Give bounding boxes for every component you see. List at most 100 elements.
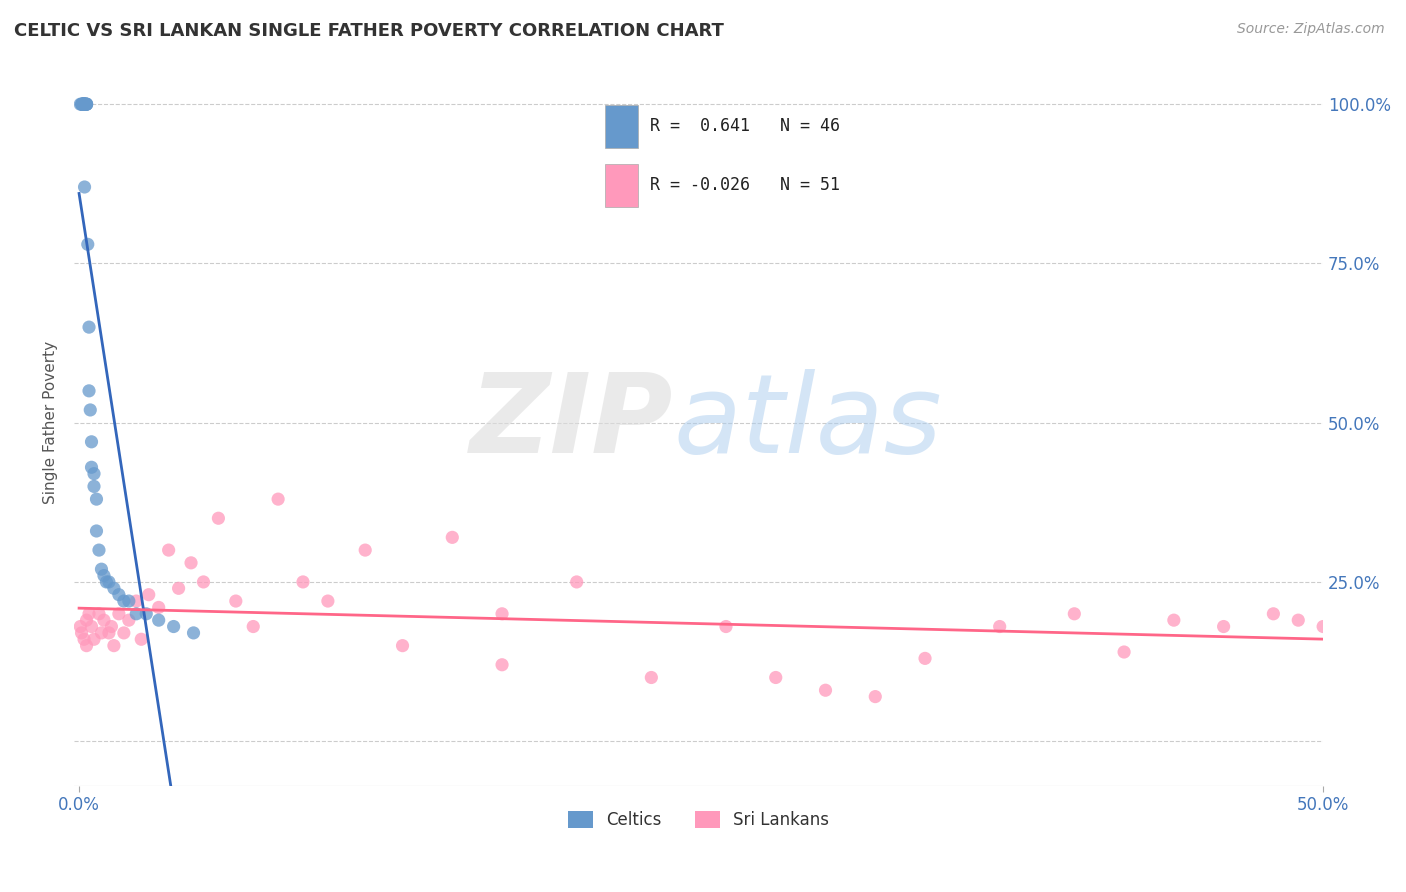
Point	[72, 97, 94, 112]
Point	[73, 97, 96, 112]
Point	[86, 524, 108, 538]
Point	[148, 600, 170, 615]
Point	[73, 632, 96, 647]
Point	[77, 607, 100, 621]
Point	[72, 97, 94, 112]
Point	[73, 97, 96, 112]
Point	[135, 607, 157, 621]
Point	[1212, 619, 1234, 633]
Point	[69, 97, 91, 112]
Point	[225, 594, 247, 608]
Y-axis label: Single Father Poverty: Single Father Poverty	[44, 341, 58, 504]
Point	[76, 97, 98, 112]
Point	[180, 556, 202, 570]
Point	[267, 492, 290, 507]
Point	[183, 626, 205, 640]
Point	[1163, 613, 1185, 627]
Point	[103, 582, 125, 596]
Point	[491, 657, 513, 672]
Point	[76, 237, 98, 252]
Point	[354, 543, 377, 558]
Point	[93, 613, 115, 627]
Point	[72, 97, 94, 112]
Point	[814, 683, 837, 698]
Point	[441, 530, 464, 544]
Point	[97, 626, 120, 640]
Point	[103, 639, 125, 653]
Point	[1263, 607, 1285, 621]
Point	[138, 588, 160, 602]
Point	[73, 97, 96, 112]
Point	[79, 403, 101, 417]
Point	[72, 97, 94, 112]
Point	[87, 543, 110, 558]
Point	[125, 607, 148, 621]
Point	[100, 619, 122, 633]
Point	[565, 574, 588, 589]
Point	[157, 543, 180, 558]
Point	[77, 384, 100, 398]
Point	[73, 97, 96, 112]
Point	[76, 97, 98, 112]
Point	[193, 574, 215, 589]
Point	[87, 607, 110, 621]
Point	[80, 434, 103, 449]
Point	[118, 613, 141, 627]
Point	[97, 574, 120, 589]
Point	[112, 594, 135, 608]
Point	[70, 97, 93, 112]
Point	[83, 479, 105, 493]
Point	[90, 626, 112, 640]
Point	[73, 97, 96, 112]
Text: ZIP: ZIP	[470, 369, 673, 476]
Point	[83, 632, 105, 647]
Point	[1286, 613, 1309, 627]
Point	[83, 467, 105, 481]
Point	[70, 97, 93, 112]
Point	[162, 619, 184, 633]
Point	[765, 671, 787, 685]
Point	[69, 619, 91, 633]
Point	[76, 97, 98, 112]
Text: atlas: atlas	[673, 369, 942, 476]
Point	[118, 594, 141, 608]
Point	[76, 613, 98, 627]
Point	[112, 626, 135, 640]
Point	[108, 607, 131, 621]
Legend: Celtics, Sri Lankans: Celtics, Sri Lankans	[561, 804, 837, 836]
Point	[207, 511, 229, 525]
Point	[76, 97, 98, 112]
Point	[714, 619, 737, 633]
Point	[640, 671, 662, 685]
Point	[70, 626, 93, 640]
Point	[292, 574, 315, 589]
Point	[1112, 645, 1135, 659]
Point	[73, 180, 96, 194]
Point	[988, 619, 1011, 633]
Text: CELTIC VS SRI LANKAN SINGLE FATHER POVERTY CORRELATION CHART: CELTIC VS SRI LANKAN SINGLE FATHER POVER…	[14, 22, 724, 40]
Point	[491, 607, 513, 621]
Point	[167, 582, 190, 596]
Point	[865, 690, 887, 704]
Point	[148, 613, 170, 627]
Point	[125, 594, 148, 608]
Point	[80, 460, 103, 475]
Point	[72, 97, 94, 112]
Point	[86, 492, 108, 507]
Point	[80, 619, 103, 633]
Point	[108, 588, 131, 602]
Point	[914, 651, 936, 665]
Point	[75, 97, 97, 112]
Point	[73, 97, 96, 112]
Text: Source: ZipAtlas.com: Source: ZipAtlas.com	[1237, 22, 1385, 37]
Point	[1312, 619, 1334, 633]
Point	[93, 568, 115, 582]
Point	[77, 320, 100, 334]
Point	[391, 639, 413, 653]
Point	[129, 632, 152, 647]
Point	[242, 619, 264, 633]
Point	[96, 574, 118, 589]
Point	[90, 562, 112, 576]
Point	[73, 97, 96, 112]
Point	[76, 639, 98, 653]
